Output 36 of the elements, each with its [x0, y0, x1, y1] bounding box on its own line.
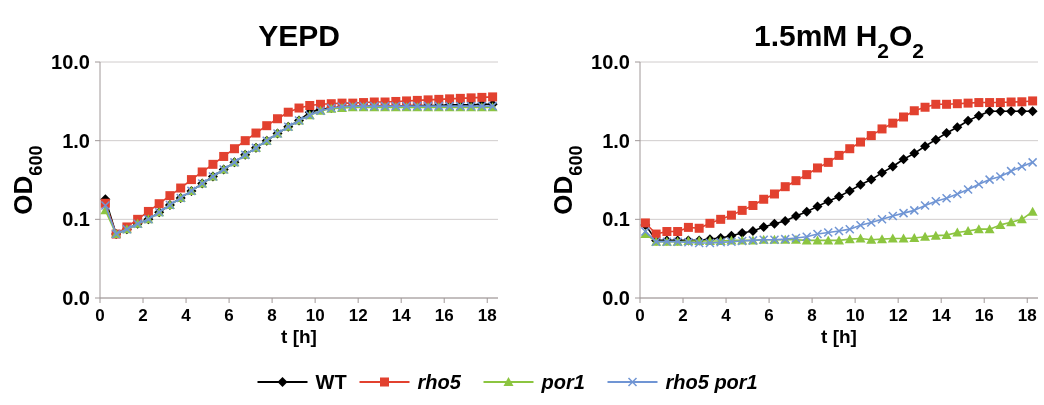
- x-tick-label: 16: [434, 306, 454, 325]
- x-tick-label: 10: [305, 306, 325, 325]
- x-axis-title: t [h]: [281, 326, 317, 347]
- x-axis-title: t [h]: [821, 326, 857, 347]
- x-tick-label: 8: [807, 306, 817, 325]
- y-tick-label: 0.1: [602, 208, 630, 231]
- x-tick-label: 18: [1017, 306, 1037, 325]
- y-tick-label: 10.0: [591, 51, 630, 73]
- x-tick-label: 2: [678, 306, 688, 325]
- x-tick-label: 0: [95, 306, 105, 325]
- x-tick-label: 6: [764, 306, 774, 325]
- legend-label: WT: [315, 371, 347, 393]
- x-tick-label: 12: [888, 306, 908, 325]
- y-tick-label: 0.0: [602, 287, 630, 309]
- legend-label: rho5: [417, 371, 462, 393]
- chart-title: 1.5mM H$_{2}$O$_{2}$: [753, 19, 925, 62]
- x-tick-label: 2: [138, 306, 148, 325]
- x-tick-label: 10: [845, 306, 865, 325]
- y-tick-label: 10.0: [51, 51, 90, 73]
- x-tick-label: 18: [477, 306, 497, 325]
- x-tick-label: 14: [931, 306, 952, 325]
- legend-label: rho5 por1: [665, 371, 758, 393]
- x-tick-label: 8: [267, 306, 277, 325]
- x-tick-label: 12: [348, 306, 368, 325]
- y-tick-label: 0.0: [62, 287, 90, 309]
- y-tick-label: 0.1: [62, 208, 90, 231]
- chart-title: YEPD: [258, 19, 340, 52]
- y-tick-label: 1.0: [62, 129, 90, 152]
- x-tick-label: 6: [224, 306, 234, 325]
- x-tick-label: 4: [721, 306, 732, 325]
- x-tick-label: 4: [181, 306, 192, 325]
- x-tick-label: 14: [391, 306, 412, 325]
- x-tick-label: 0: [635, 306, 645, 325]
- x-tick-label: 16: [974, 306, 994, 325]
- y-tick-label: 1.0: [602, 129, 630, 152]
- legend-label: por1: [540, 371, 585, 393]
